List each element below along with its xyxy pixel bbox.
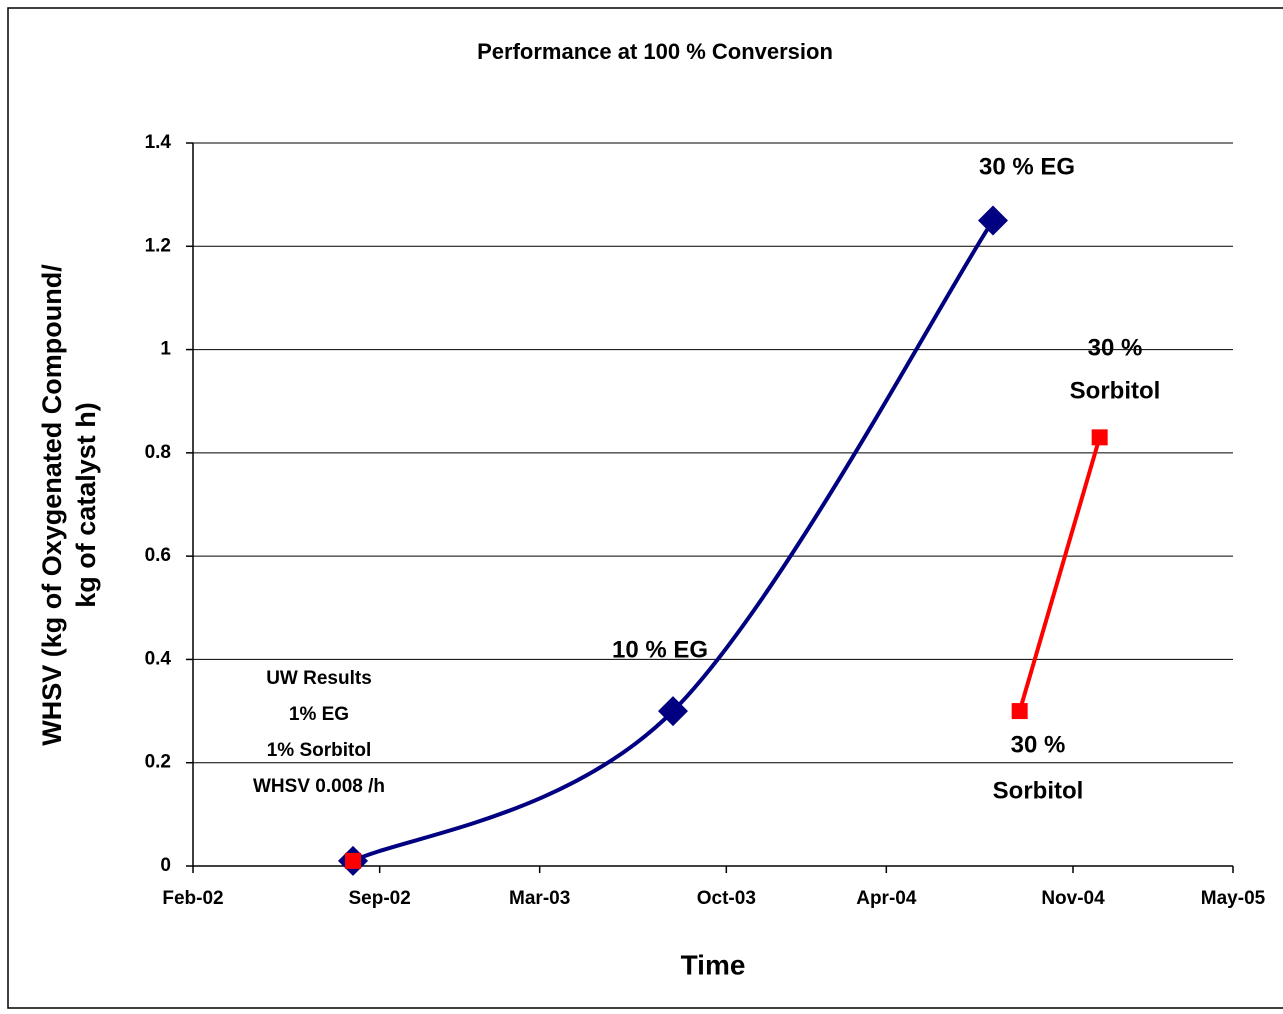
marker <box>658 696 688 727</box>
y-tick-label: 0.8 <box>145 442 171 463</box>
series-line <box>352 219 995 863</box>
series-line <box>1017 436 1102 712</box>
chart-border <box>7 7 1283 1009</box>
y-tick-label: 0 <box>160 855 171 876</box>
x-axis-label: Time <box>681 949 746 980</box>
y-tick-label: 0.2 <box>145 752 171 773</box>
marker <box>978 205 1008 236</box>
annotation: 1% Sorbitol <box>267 740 372 761</box>
annotation: 30 % <box>1011 731 1066 758</box>
y-axis-label-line: kg of catalyst h) <box>71 402 101 608</box>
x-tick-label: Oct-03 <box>697 888 756 909</box>
x-tick-label: Mar-03 <box>509 888 570 909</box>
annotation: 30 % <box>1088 334 1143 361</box>
annotation: 1% EG <box>289 704 349 725</box>
annotation: Sorbitol <box>993 777 1084 804</box>
marker <box>345 852 361 869</box>
annotation: 10 % EG <box>612 636 708 663</box>
annotation: WHSV 0.008 /h <box>253 776 385 797</box>
annotation: 30 % EG <box>979 153 1075 180</box>
chart-title: Performance at 100 % Conversion <box>477 39 833 64</box>
x-tick-label: May-05 <box>1201 888 1266 909</box>
y-tick-label: 0.4 <box>145 648 172 669</box>
y-tick-label: 1 <box>160 339 171 360</box>
y-axis-label-line: WHSV (kg of Oxygenated Compound/ <box>37 264 67 746</box>
x-tick-label: Feb-02 <box>162 888 223 909</box>
x-tick-label: Nov-04 <box>1041 888 1105 909</box>
marker <box>1011 703 1028 720</box>
y-axis-label: WHSV (kg of Oxygenated Compound/ kg of c… <box>37 264 101 746</box>
y-tick-label: 1.4 <box>145 132 172 153</box>
x-tick-label: Apr-04 <box>856 888 917 909</box>
x-tick-label: Sep-02 <box>349 888 411 909</box>
marker <box>1091 429 1108 446</box>
y-tick-label: 0.6 <box>145 545 171 566</box>
y-tick-label: 1.2 <box>145 235 171 256</box>
annotation: UW Results <box>266 668 372 689</box>
annotation: Sorbitol <box>1070 377 1161 404</box>
